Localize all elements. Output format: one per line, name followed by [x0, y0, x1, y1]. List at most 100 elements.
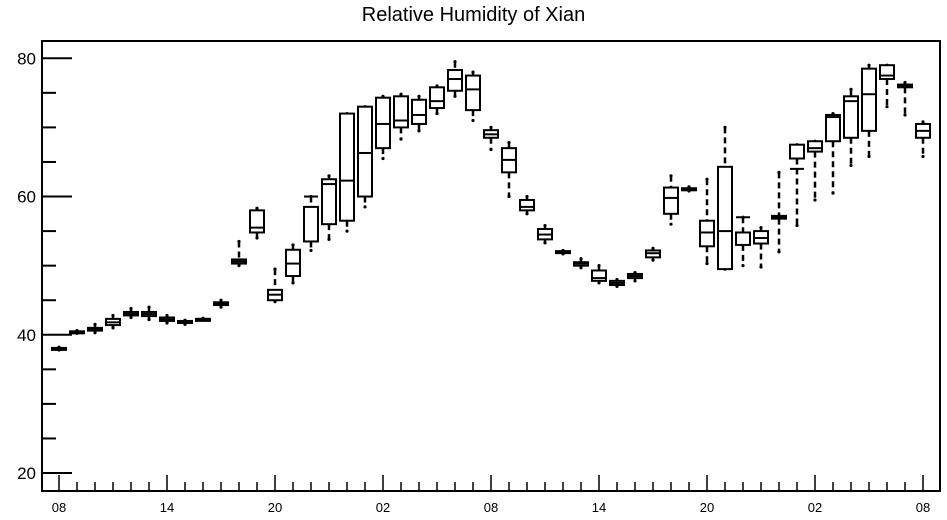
box-plot — [465, 70, 481, 123]
min-point — [237, 264, 241, 268]
min-point — [525, 212, 529, 216]
max-point — [543, 223, 547, 228]
box-plot — [303, 194, 319, 253]
min-point — [669, 222, 673, 226]
max-point — [273, 267, 277, 271]
iqr-box — [321, 178, 337, 226]
max-point — [327, 174, 331, 178]
iqr-box — [357, 105, 373, 198]
box-plot — [357, 105, 373, 209]
max-point — [219, 298, 223, 302]
box-plot — [501, 141, 517, 199]
x-tick-label: 14 — [160, 500, 174, 515]
max-point — [669, 174, 673, 178]
min-point — [633, 279, 637, 283]
x-tick-label: 08 — [52, 500, 66, 515]
box-plot — [51, 345, 67, 352]
min-point — [579, 266, 583, 270]
x-tick-label: 08 — [484, 500, 498, 515]
min-point — [111, 326, 115, 330]
max-point — [867, 63, 871, 67]
box-plot — [105, 313, 121, 330]
box-plot — [159, 313, 175, 325]
box-plot — [555, 248, 571, 256]
box-plot — [393, 92, 409, 141]
box-plot — [915, 120, 931, 159]
box-plot — [141, 305, 157, 322]
box-plot — [267, 267, 283, 304]
min-point — [867, 154, 871, 159]
box-plot — [681, 185, 697, 193]
iqr-box — [879, 64, 895, 81]
max-point — [525, 194, 529, 199]
y-tick-label: 60 — [17, 188, 36, 207]
iqr-box — [411, 98, 427, 125]
min-point — [507, 194, 511, 199]
iqr-box — [303, 205, 319, 243]
box-plot — [339, 111, 355, 233]
iqr-box — [699, 219, 715, 248]
min-point — [363, 205, 367, 209]
y-tick-label: 80 — [17, 49, 36, 68]
box-series — [51, 60, 931, 352]
x-axis: 08 14 20 02 08 14 20 02 08 — [52, 475, 930, 515]
min-point — [399, 137, 403, 141]
box-plot — [573, 257, 589, 270]
min-point — [471, 118, 475, 123]
iqr-box — [339, 112, 355, 222]
max-point — [471, 70, 475, 74]
box-plot — [375, 94, 391, 161]
iqr-box — [393, 95, 409, 129]
max-point — [237, 239, 241, 244]
min-point — [255, 236, 259, 240]
box-plot — [231, 239, 247, 268]
max-point — [507, 141, 511, 145]
max-point — [759, 226, 763, 230]
iqr-box — [519, 198, 535, 212]
iqr-box — [375, 96, 391, 150]
min-point — [129, 315, 133, 320]
box-plot — [897, 80, 913, 117]
box-plot — [717, 125, 733, 271]
min-point — [489, 147, 493, 152]
plot-frame — [41, 40, 941, 492]
box-plot — [609, 277, 625, 288]
x-tick-label: 20 — [700, 500, 714, 515]
box-plot — [321, 174, 337, 241]
box-plot — [645, 246, 661, 262]
max-point — [111, 313, 115, 318]
max-point — [597, 264, 601, 268]
y-tick-label: 20 — [17, 464, 36, 483]
min-point — [651, 258, 655, 262]
max-point — [93, 322, 97, 327]
min-point — [291, 281, 295, 285]
min-point — [93, 331, 97, 335]
box-plot — [627, 270, 643, 283]
min-point — [759, 265, 763, 269]
iqr-box — [735, 231, 751, 246]
box-plot — [483, 125, 499, 152]
min-point — [435, 111, 439, 116]
box-plot — [285, 243, 301, 285]
x-tick-label: 08 — [916, 500, 930, 515]
min-point — [777, 250, 781, 254]
iqr-box — [717, 165, 733, 271]
box-plot — [537, 223, 553, 245]
max-point — [417, 94, 421, 98]
min-point — [831, 191, 835, 195]
min-point — [795, 223, 799, 228]
max-point — [777, 170, 781, 174]
box-plot — [843, 87, 859, 168]
box-plot — [789, 143, 805, 228]
max-point — [255, 206, 259, 210]
max-point — [651, 246, 655, 250]
x-tick-label: 14 — [592, 500, 606, 515]
iqr-box — [807, 140, 823, 153]
min-point — [903, 113, 907, 117]
box-plot — [195, 316, 211, 322]
box-plot — [807, 139, 823, 202]
min-point — [885, 105, 889, 109]
x-tick-label: 20 — [268, 500, 282, 515]
min-point — [345, 229, 349, 233]
iqr-box — [249, 209, 265, 234]
